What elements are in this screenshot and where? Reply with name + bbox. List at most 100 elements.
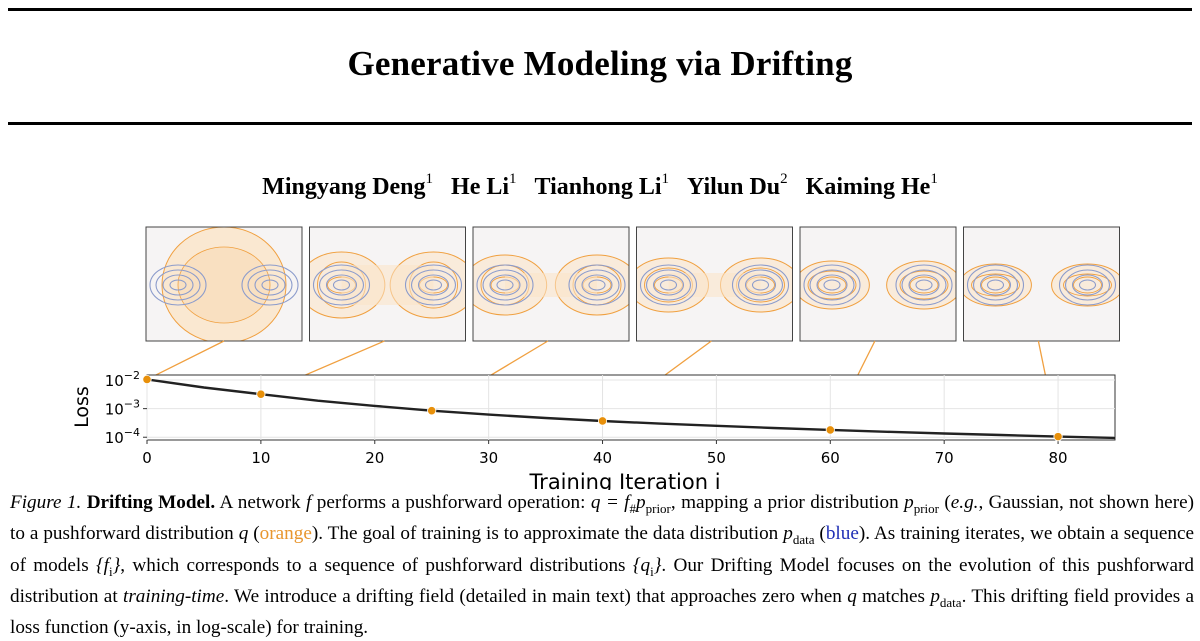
snapshot-panel <box>472 226 630 342</box>
data-density-contour <box>645 269 692 301</box>
pushforward-contour <box>899 270 949 300</box>
pushforward-contour <box>177 246 271 324</box>
y-axis-ticks: 10−2 10−3 10−4 <box>105 369 147 447</box>
y-tick-label: 10−2 <box>105 369 140 390</box>
panel-border <box>472 226 630 342</box>
data-density-contour <box>823 279 841 291</box>
snapshot-panel <box>145 226 303 342</box>
top-rule <box>8 8 1192 11</box>
equation: q = f#pprior <box>590 492 671 516</box>
checkpoint-markers <box>142 374 1063 442</box>
pushforward-contour <box>807 270 857 300</box>
pushforward-density <box>886 260 956 310</box>
x-tick-label: 10 <box>251 449 270 467</box>
data-density-contour <box>1064 269 1111 301</box>
loss-curve <box>146 378 1116 440</box>
pushforward-contour <box>909 276 939 294</box>
data-density-contour <box>986 279 1005 291</box>
data-density-contour <box>404 264 463 306</box>
snapshot-panel <box>636 226 793 342</box>
x-tick-label: 30 <box>479 449 498 467</box>
x-axis-ticks: 0 10 20 30 40 50 60 70 80 <box>142 440 1068 467</box>
panel-border <box>636 226 793 342</box>
caption-label: Figure 1. <box>10 492 82 513</box>
data-density-contour <box>744 274 777 296</box>
data-density-contour <box>410 269 457 301</box>
data-density-contour <box>639 264 698 306</box>
data-density-contour <box>247 269 293 301</box>
data-density-contour <box>803 264 861 306</box>
data-density-contour <box>312 264 371 306</box>
pushforward-contour <box>981 276 1010 294</box>
loss-plot: 0 10 20 30 40 50 60 70 80 10−2 10−3 10−4 Loss Trai… <box>71 369 1116 490</box>
snapshot-panel <box>963 226 1120 342</box>
data-density-contour <box>496 279 514 291</box>
pushforward-contour <box>817 276 847 294</box>
pushforward-contour <box>1063 273 1112 297</box>
plot-grid <box>146 375 1115 440</box>
snapshot-panel <box>309 226 466 342</box>
data-density-contour <box>482 269 528 301</box>
data-density-contour <box>751 279 770 291</box>
data-density-contour <box>261 279 279 291</box>
data-density-contour <box>895 264 953 306</box>
orange-keyword: orange <box>259 523 312 545</box>
data-density-contour <box>972 269 1019 301</box>
y-tick-label: 10−3 <box>105 398 140 419</box>
panel-border <box>963 226 1120 342</box>
x-tick-label: 0 <box>142 449 152 467</box>
checkpoint-marker <box>142 374 152 385</box>
data-density-contour <box>254 274 286 296</box>
data-density-contour <box>816 274 848 296</box>
author: Tianhong Li1 <box>534 171 669 200</box>
data-density-contour <box>155 269 201 301</box>
figure-caption: Figure 1. Drifting Model. A network f pe… <box>10 492 1195 639</box>
data-density-contour <box>574 269 620 301</box>
data-density-contour <box>652 274 685 296</box>
checkpoint-marker <box>597 416 608 426</box>
data-density-contour <box>737 269 784 301</box>
blue-keyword: blue <box>825 523 859 545</box>
data-density-contour <box>908 274 940 296</box>
author: Kaiming He1 <box>805 171 938 200</box>
x-tick-label: 50 <box>707 449 726 467</box>
panel-border <box>309 226 466 342</box>
data-density-contour <box>901 269 947 301</box>
data-density-contour <box>1071 274 1104 296</box>
plot-frame <box>146 374 1116 441</box>
data-density-contour <box>809 269 855 301</box>
x-tick-label: 70 <box>935 449 954 467</box>
checkpoint-marker <box>1053 432 1063 442</box>
data-density-contour <box>318 269 365 301</box>
checkpoint-marker <box>427 406 437 416</box>
data-density-contour <box>417 274 450 296</box>
y-axis-label: Loss <box>71 386 93 428</box>
x-axis-label: Training Iteration i <box>528 470 720 490</box>
panel-border <box>799 226 957 342</box>
pushforward-contour <box>971 273 1020 297</box>
paper-title: Generative Modeling via Drifting <box>347 44 853 83</box>
distribution-snapshots <box>145 226 1120 342</box>
pushforward-density <box>800 260 870 310</box>
data-density-contour <box>162 274 194 296</box>
x-tick-label: 20 <box>365 449 384 467</box>
data-density-contour <box>169 279 187 291</box>
pushforward-bridge <box>341 265 434 305</box>
data-density-contour <box>979 274 1012 296</box>
pushforward-bridge <box>505 273 597 297</box>
pushforward-contour <box>1073 276 1102 294</box>
data-density-contour <box>659 279 678 291</box>
data-density-contour <box>1078 279 1097 291</box>
checkpoint-marker <box>825 425 835 435</box>
data-density-contour <box>241 264 299 306</box>
data-density-contour <box>568 264 626 306</box>
data-density-contour <box>325 274 358 296</box>
pushforward-bridge <box>668 273 761 297</box>
author-list: Mingyang Deng1 He Li1 Tianhong Li1 Yilun… <box>0 171 1200 201</box>
author: Mingyang Deng1 <box>262 171 434 200</box>
data-density-contour <box>581 274 613 296</box>
snapshot-panel <box>799 226 957 342</box>
data-density-contour <box>332 279 351 291</box>
data-density-contour <box>915 279 933 291</box>
x-tick-label: 60 <box>821 449 840 467</box>
